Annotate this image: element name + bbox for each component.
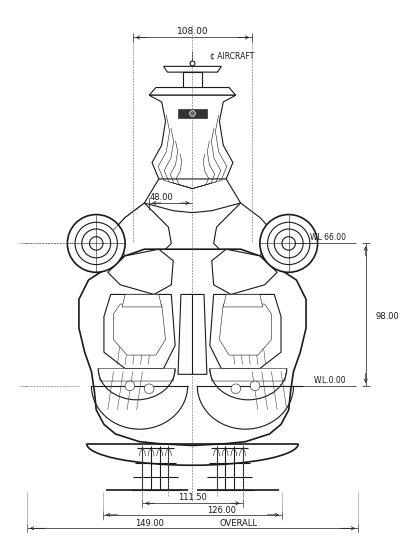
Circle shape xyxy=(282,237,296,250)
Text: 108.00: 108.00 xyxy=(177,27,208,36)
Circle shape xyxy=(82,229,111,258)
Polygon shape xyxy=(220,304,271,355)
Text: 126.00: 126.00 xyxy=(207,506,236,515)
Polygon shape xyxy=(149,95,236,189)
Text: W.L.0.00: W.L.0.00 xyxy=(314,376,346,385)
Polygon shape xyxy=(149,87,236,95)
Polygon shape xyxy=(114,304,166,355)
Circle shape xyxy=(268,222,310,265)
Circle shape xyxy=(190,61,195,66)
Circle shape xyxy=(260,214,318,272)
Polygon shape xyxy=(144,179,240,213)
Polygon shape xyxy=(108,249,173,295)
Polygon shape xyxy=(210,295,281,368)
Polygon shape xyxy=(223,295,263,307)
Polygon shape xyxy=(212,249,277,295)
Polygon shape xyxy=(164,66,221,72)
Polygon shape xyxy=(114,203,171,263)
Text: ¢ AIRCRAFT: ¢ AIRCRAFT xyxy=(210,52,254,60)
Circle shape xyxy=(274,229,303,258)
Polygon shape xyxy=(122,295,162,307)
Polygon shape xyxy=(183,72,202,87)
Circle shape xyxy=(90,237,103,250)
Polygon shape xyxy=(178,109,207,118)
Text: 98.00: 98.00 xyxy=(375,312,399,321)
Polygon shape xyxy=(104,295,175,368)
Circle shape xyxy=(144,384,154,394)
Text: WL 66.00: WL 66.00 xyxy=(310,233,346,242)
Circle shape xyxy=(75,222,118,265)
Circle shape xyxy=(67,214,125,272)
Circle shape xyxy=(250,381,260,391)
Text: 149.00: 149.00 xyxy=(135,519,164,528)
Circle shape xyxy=(190,111,195,116)
Polygon shape xyxy=(210,368,287,381)
Text: OVERALL: OVERALL xyxy=(220,519,258,528)
Text: 111.50: 111.50 xyxy=(178,493,207,502)
Polygon shape xyxy=(98,368,175,381)
Circle shape xyxy=(125,381,135,391)
Text: 48.00: 48.00 xyxy=(150,193,174,202)
Polygon shape xyxy=(79,249,306,446)
Circle shape xyxy=(231,384,240,394)
Polygon shape xyxy=(178,295,207,374)
Polygon shape xyxy=(214,203,271,263)
